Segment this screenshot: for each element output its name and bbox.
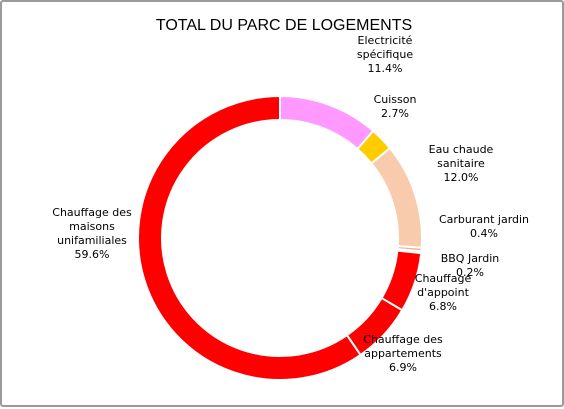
slice-electricit-sp-cifique: [279, 94, 375, 151]
slice-label-eau-chaude-sanitaire: Eau chaude sanitaire 12.0%: [429, 143, 494, 184]
slice-label-chauffage-des-maisons-unifamiliales: Chauffage des maisons unifamiliales 59.6%: [52, 206, 132, 261]
labels-group: Electricité spécifique 11.4% Cuisson 2.7% Eau…: [52, 34, 529, 374]
slice-label-cuisson: Cuisson 2.7%: [374, 93, 417, 120]
slice-chauffage-des-maisons-unifamiliales: [137, 94, 362, 381]
slices-group: [137, 94, 423, 381]
slice-label-carburant-jardin: Carburant jardin 0.4%: [439, 213, 529, 240]
slice-label-chauffage-d-appoint: Chauffage d'appoint 6.8%: [415, 272, 472, 313]
slice-label-electricit-sp-cifique: Electricité spécifique 11.4%: [357, 34, 413, 75]
slice-eau-chaude-sanitaire: [369, 146, 423, 249]
slice-label-bbq-jardin: BBQ Jardin 0.2%: [441, 252, 500, 279]
chart-title: TOTAL DU PARC DE LOGEMENTS: [156, 17, 412, 34]
slice-label-chauffage-des-appartements: Chauffage des appartements 6.9%: [363, 333, 443, 374]
